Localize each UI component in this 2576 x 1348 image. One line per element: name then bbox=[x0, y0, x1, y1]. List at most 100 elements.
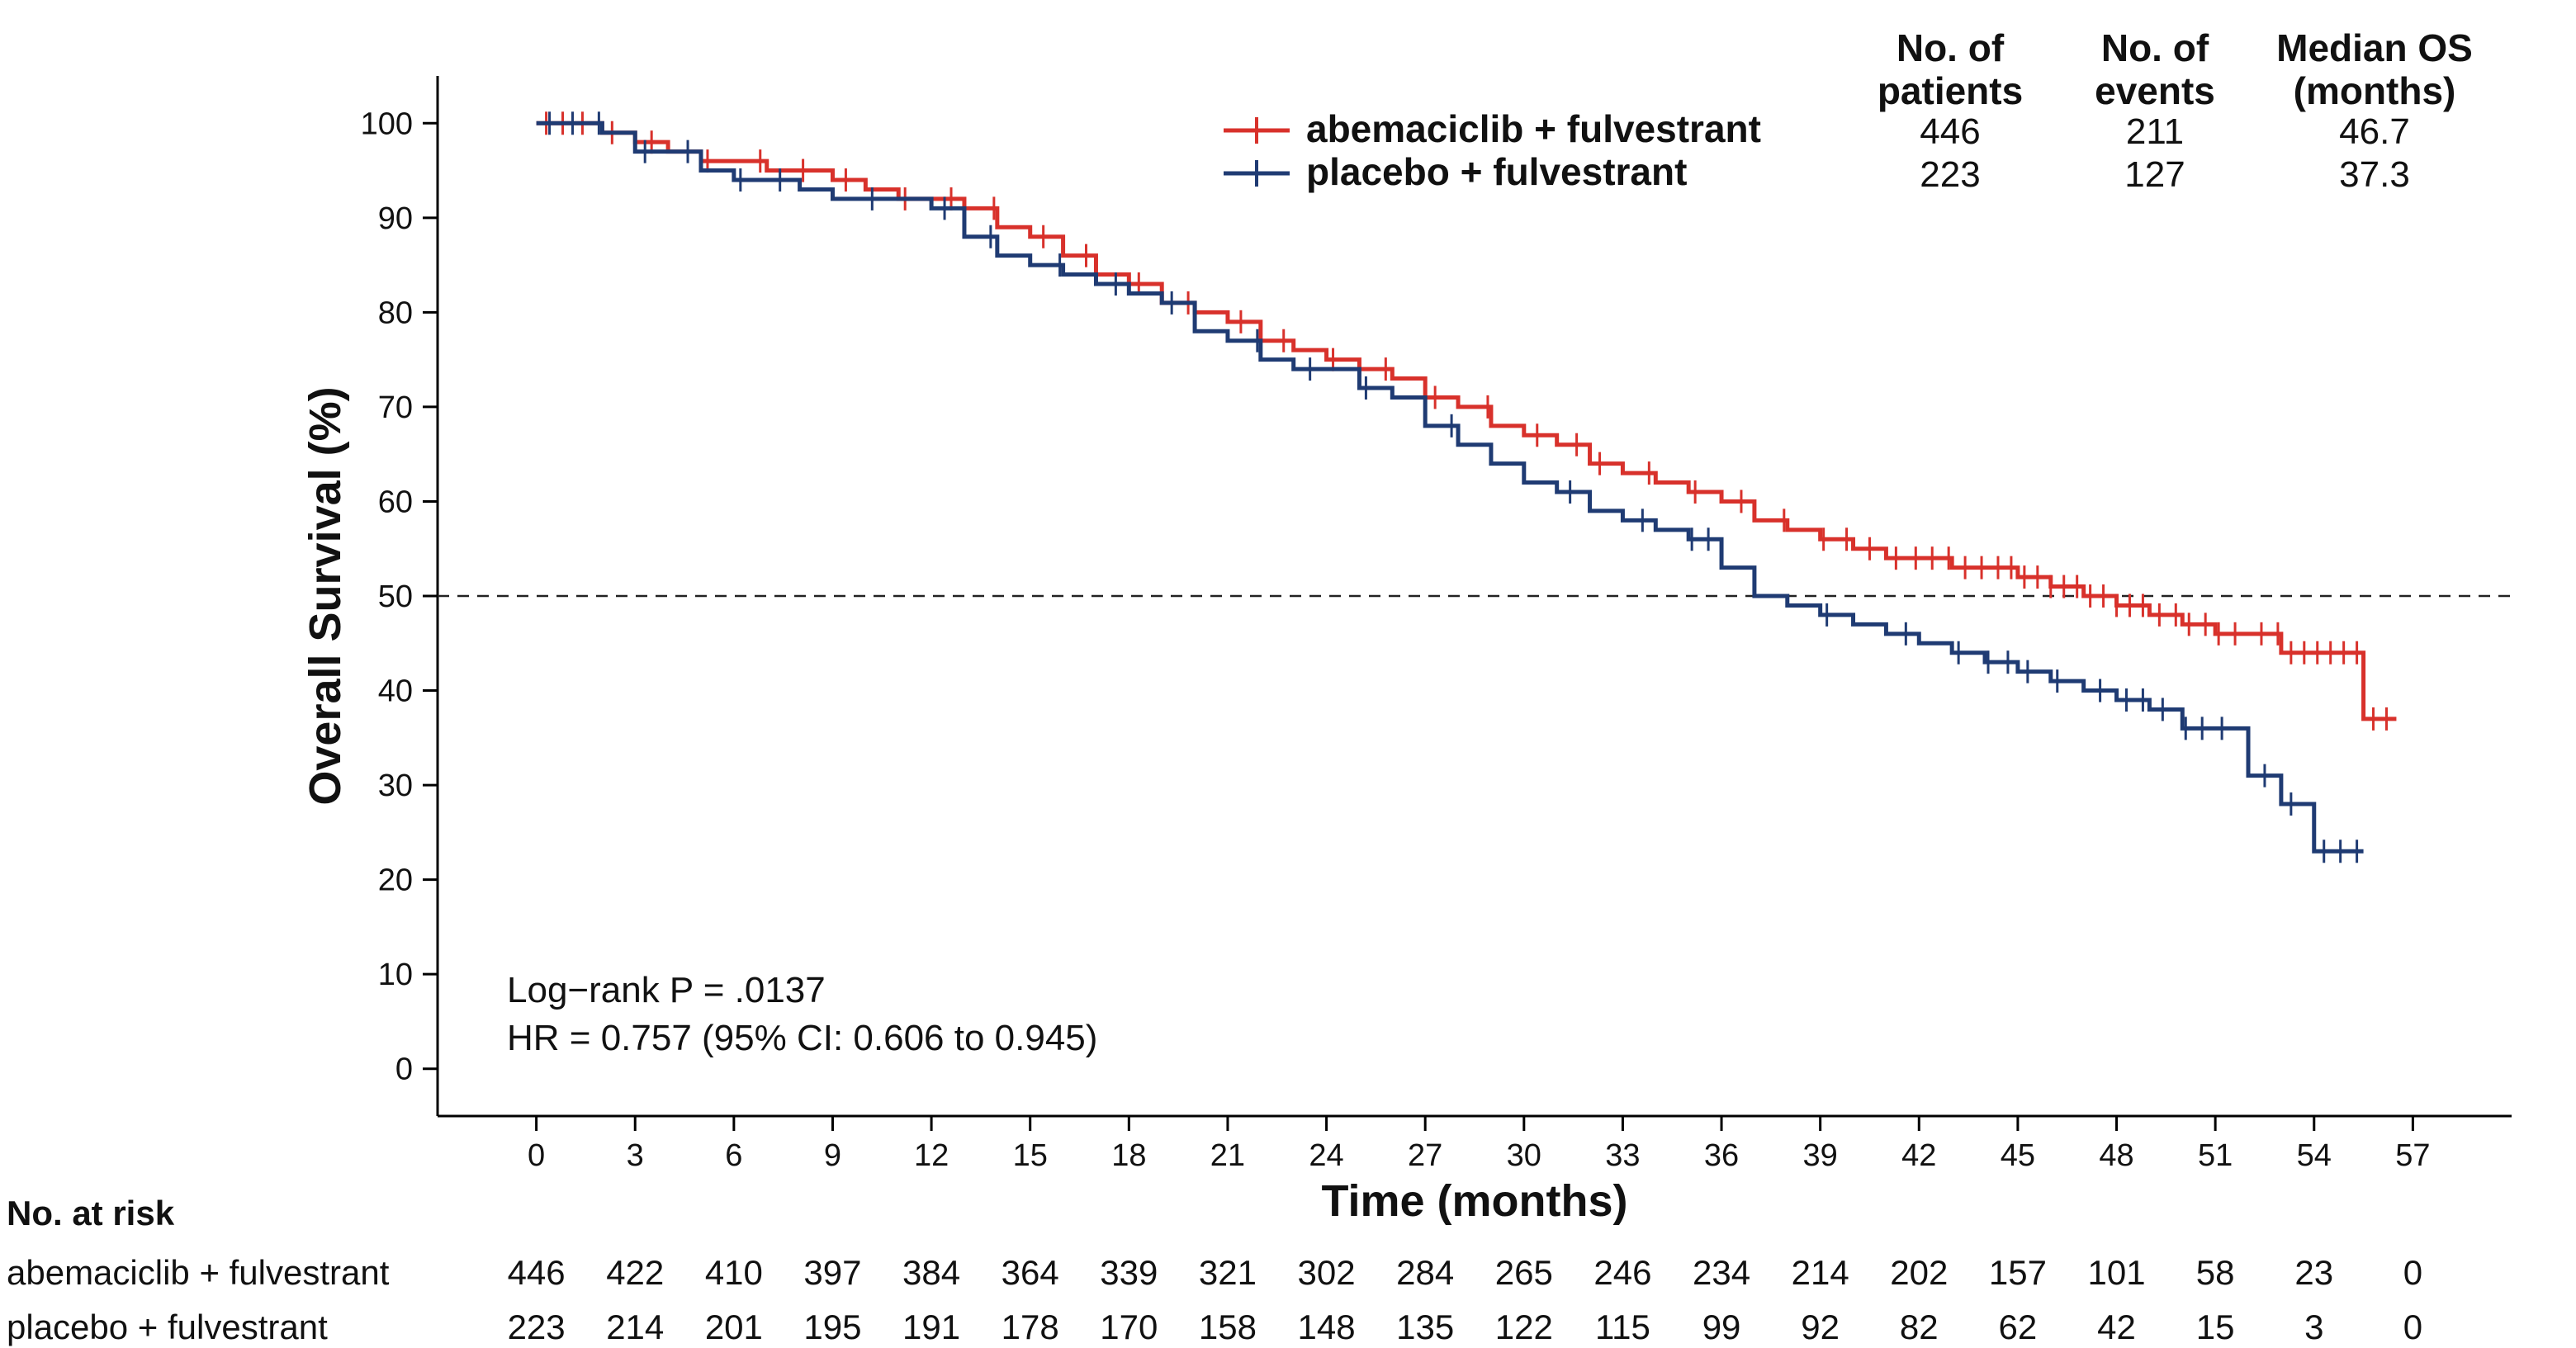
risk-row-label: abemaciclib + fulvestrant bbox=[7, 1253, 390, 1292]
summary-table-cell: 127 bbox=[2124, 154, 2185, 195]
risk-value: 178 bbox=[1002, 1308, 1059, 1346]
risk-value: 223 bbox=[508, 1308, 566, 1346]
risk-value: 3 bbox=[2304, 1308, 2323, 1346]
risk-value: 191 bbox=[902, 1308, 960, 1346]
summary-table-cell: 223 bbox=[1920, 154, 1980, 195]
risk-value: 15 bbox=[2196, 1308, 2235, 1346]
x-tick-label: 6 bbox=[725, 1138, 742, 1173]
risk-value: 195 bbox=[803, 1308, 861, 1346]
risk-value: 214 bbox=[606, 1308, 664, 1346]
risk-value: 246 bbox=[1593, 1253, 1651, 1292]
summary-table-header: No. of bbox=[1896, 26, 2005, 69]
risk-value: 170 bbox=[1100, 1308, 1158, 1346]
x-tick-label: 18 bbox=[1111, 1138, 1146, 1173]
y-axis-title: Overall Survival (%) bbox=[301, 386, 350, 805]
risk-value: 321 bbox=[1199, 1253, 1257, 1292]
summary-table-header: Median OS bbox=[2276, 26, 2473, 69]
plot-layer bbox=[438, 111, 2512, 863]
risk-value: 23 bbox=[2294, 1253, 2333, 1292]
y-tick-label: 10 bbox=[378, 958, 413, 992]
y-tick-label: 30 bbox=[378, 769, 413, 803]
risk-value: 157 bbox=[1989, 1253, 2047, 1292]
risk-value: 0 bbox=[2403, 1308, 2422, 1346]
y-tick-label: 20 bbox=[378, 863, 413, 898]
risk-value: 115 bbox=[1595, 1308, 1650, 1346]
annotation-layer: Log−rank P = .0137 HR = 0.757 (95% CI: 0.… bbox=[507, 970, 1097, 1058]
x-tick-label: 9 bbox=[824, 1138, 841, 1173]
risk-value: 339 bbox=[1100, 1253, 1158, 1292]
summary-table-header: No. of bbox=[2101, 26, 2209, 69]
stat-annotation: HR = 0.757 (95% CI: 0.606 to 0.945) bbox=[507, 1018, 1097, 1058]
summary-table-cell: 37.3 bbox=[2339, 154, 2410, 195]
legend-label: placebo + fulvestrant bbox=[1306, 150, 1687, 193]
y-tick-label: 90 bbox=[378, 201, 413, 236]
risk-value: 410 bbox=[705, 1253, 763, 1292]
x-tick-label: 54 bbox=[2297, 1138, 2332, 1173]
summary-table-cell: 46.7 bbox=[2339, 111, 2410, 152]
risk-row-label: placebo + fulvestrant bbox=[7, 1308, 328, 1346]
x-tick-label: 45 bbox=[2001, 1138, 2035, 1173]
x-tick-label: 21 bbox=[1210, 1138, 1245, 1173]
x-tick-label: 36 bbox=[1704, 1138, 1739, 1173]
risk-value: 384 bbox=[902, 1253, 960, 1292]
risk-value: 214 bbox=[1792, 1253, 1849, 1292]
risk-value: 364 bbox=[1002, 1253, 1059, 1292]
risk-value: 0 bbox=[2403, 1253, 2422, 1292]
x-tick-label: 0 bbox=[528, 1138, 545, 1173]
survival-curve-placebo bbox=[536, 121, 2364, 854]
stat-annotation: Log−rank P = .0137 bbox=[507, 970, 826, 1010]
summary-table-header: (months) bbox=[2294, 69, 2456, 112]
x-tick-label: 30 bbox=[1507, 1138, 1541, 1173]
x-tick-label: 3 bbox=[627, 1138, 644, 1173]
x-tick-label: 33 bbox=[1605, 1138, 1640, 1173]
risk-value: 422 bbox=[606, 1253, 664, 1292]
x-tick-label: 57 bbox=[2395, 1138, 2430, 1173]
risk-value: 158 bbox=[1199, 1308, 1257, 1346]
x-tick-label: 39 bbox=[1803, 1138, 1838, 1173]
survival-curve-abemaciclib bbox=[536, 121, 2397, 721]
y-tick-label: 60 bbox=[378, 485, 413, 519]
risk-value: 234 bbox=[1693, 1253, 1750, 1292]
y-tick-label: 100 bbox=[361, 106, 413, 141]
x-tick-label: 12 bbox=[914, 1138, 949, 1173]
summary-table-cell: 446 bbox=[1920, 111, 1980, 152]
risk-value: 92 bbox=[1801, 1308, 1840, 1346]
risk-value: 58 bbox=[2196, 1253, 2235, 1292]
x-tick-label: 15 bbox=[1013, 1138, 1048, 1173]
x-tick-label: 48 bbox=[2099, 1138, 2133, 1173]
risk-table-title: No. at risk bbox=[7, 1194, 175, 1232]
y-tick-label: 70 bbox=[378, 390, 413, 425]
legend-label: abemaciclib + fulvestrant bbox=[1306, 107, 1761, 150]
risk-value: 302 bbox=[1298, 1253, 1356, 1292]
summary-table-header: patients bbox=[1878, 69, 2023, 112]
risk-value: 265 bbox=[1495, 1253, 1553, 1292]
x-axis-title: Time (months) bbox=[1321, 1176, 1627, 1226]
y-tick-label: 40 bbox=[378, 674, 413, 709]
x-tick-label: 27 bbox=[1408, 1138, 1442, 1173]
y-tick-label: 50 bbox=[378, 579, 413, 614]
risk-value: 284 bbox=[1396, 1253, 1454, 1292]
summary-table-cell: 211 bbox=[2126, 111, 2184, 152]
risk-value: 122 bbox=[1495, 1308, 1553, 1346]
risk-value: 82 bbox=[1900, 1308, 1939, 1346]
x-tick-label: 24 bbox=[1309, 1138, 1343, 1173]
risk-value: 148 bbox=[1298, 1308, 1356, 1346]
x-tick-label: 51 bbox=[2198, 1138, 2233, 1173]
risk-value: 202 bbox=[1890, 1253, 1948, 1292]
risk-value: 62 bbox=[1999, 1308, 2038, 1346]
risk-value: 201 bbox=[705, 1308, 763, 1346]
x-tick-label: 42 bbox=[1901, 1138, 1936, 1173]
y-tick-label: 0 bbox=[395, 1052, 413, 1087]
risk-table-layer: No. at risk abemaciclib + fulvestrant 446 4… bbox=[7, 1194, 2422, 1346]
risk-value: 397 bbox=[803, 1253, 861, 1292]
summary-table-header: events bbox=[2095, 69, 2215, 112]
risk-value: 42 bbox=[2097, 1308, 2136, 1346]
risk-value: 135 bbox=[1396, 1308, 1454, 1346]
risk-value: 101 bbox=[2087, 1253, 2145, 1292]
risk-value: 99 bbox=[1702, 1308, 1741, 1346]
